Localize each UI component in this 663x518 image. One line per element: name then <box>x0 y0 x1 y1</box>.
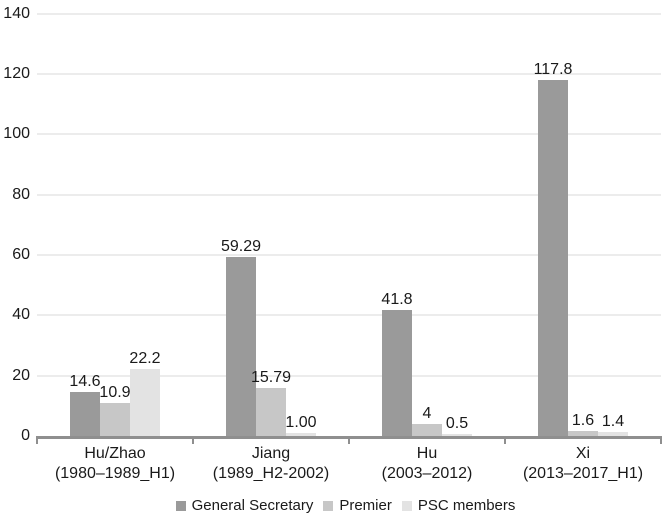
plot-area: 0 20 40 60 80 100 120 140 14.6 10.9 22.2 Hu/Zhao (19… <box>3 4 662 484</box>
category-name: Jiang <box>251 445 291 462</box>
x-axis-tick <box>660 439 662 444</box>
bar-psc-members-xi <box>598 431 628 436</box>
bar-psc-members-jiang <box>286 432 316 436</box>
legend-swatch-premier <box>323 501 334 511</box>
legend-swatch-psc-members <box>401 501 412 511</box>
value-label-premier-jiang: 15.79 <box>250 369 292 387</box>
legend-item-general-secretary: General Secretary <box>175 497 314 515</box>
gridline-20 <box>37 374 661 377</box>
legend-label-general-secretary: General Secretary <box>191 497 314 514</box>
category-period: (2003–2012) <box>381 465 473 482</box>
bar-general-secretary-hu <box>382 309 412 436</box>
category-name: Hu <box>416 445 438 462</box>
x-axis-category-label: Hu/Zhao (1980–1989_H1) <box>37 444 193 484</box>
value-label-general-secretary-jiang: 59.29 <box>220 238 262 256</box>
gridline-60 <box>37 253 661 256</box>
value-label-general-secretary-hu: 41.8 <box>381 290 413 308</box>
value-label-psc-members-xi: 1.4 <box>601 412 625 430</box>
y-axis-tick-label: 100 <box>3 125 30 143</box>
x-axis-tick <box>36 439 38 444</box>
bar-general-secretary-jiang <box>226 257 256 436</box>
gridline-140 <box>37 12 661 15</box>
y-axis-tick-label: 0 <box>21 427 30 444</box>
x-axis-tick <box>192 439 194 444</box>
value-label-psc-members-jiang: 1.00 <box>285 413 317 431</box>
gridline-100 <box>37 133 661 136</box>
legend: General Secretary Premier PSC members <box>0 497 663 515</box>
value-label-general-secretary-xi: 117.8 <box>533 61 573 79</box>
gridline-40 <box>37 314 661 317</box>
bar-premier-hu <box>412 423 442 436</box>
bar-psc-members-hu <box>442 434 472 436</box>
legend-item-psc-members: PSC members <box>401 497 516 515</box>
bar-general-secretary-xi <box>538 80 568 436</box>
value-label-premier-hu: 4 <box>422 404 432 422</box>
value-label-premier-hu-zhao: 10.9 <box>99 384 131 402</box>
bar-premier-jiang <box>256 388 286 436</box>
legend-label-psc-members: PSC members <box>417 497 516 514</box>
bar-psc-members-hu-zhao <box>130 369 160 436</box>
y-axis-tick-label: 20 <box>12 366 30 384</box>
x-axis-category-label: Xi (2013–2017_H1) <box>505 444 661 484</box>
legend-label-premier: Premier <box>339 497 392 514</box>
bar-premier-xi <box>568 431 598 436</box>
y-axis-tick-label: 40 <box>12 306 30 324</box>
value-label-general-secretary-hu-zhao: 14.6 <box>69 372 101 390</box>
x-axis-category-label: Jiang (1989_H2-2002) <box>193 444 349 484</box>
bar-premier-hu-zhao <box>100 403 130 436</box>
category-name: Hu/Zhao <box>84 445 146 462</box>
y-axis-tick-label: 60 <box>12 245 30 263</box>
category-period: (2013–2017_H1) <box>522 465 644 482</box>
bar-general-secretary-hu-zhao <box>70 391 100 436</box>
category-period: (1989_H2-2002) <box>212 465 330 482</box>
category-name: Xi <box>575 445 591 462</box>
y-axis-tick-label: 80 <box>12 185 30 203</box>
gridline-120 <box>37 72 661 75</box>
legend-item-premier: Premier <box>323 497 392 515</box>
value-label-psc-members-hu: 0.5 <box>445 415 469 433</box>
value-label-psc-members-hu-zhao: 22.2 <box>129 350 161 367</box>
gridline-80 <box>37 193 661 196</box>
value-label-premier-xi: 1.6 <box>571 412 595 430</box>
x-axis-tick <box>504 439 506 444</box>
x-axis-category-label: Hu (2003–2012) <box>349 444 505 484</box>
x-axis-line <box>36 436 662 439</box>
x-axis-tick <box>348 439 350 444</box>
y-axis-tick-label: 140 <box>3 4 30 22</box>
category-period: (1980–1989_H1) <box>54 465 176 482</box>
y-axis-tick-label: 120 <box>3 64 30 82</box>
legend-swatch-general-secretary <box>175 501 186 511</box>
